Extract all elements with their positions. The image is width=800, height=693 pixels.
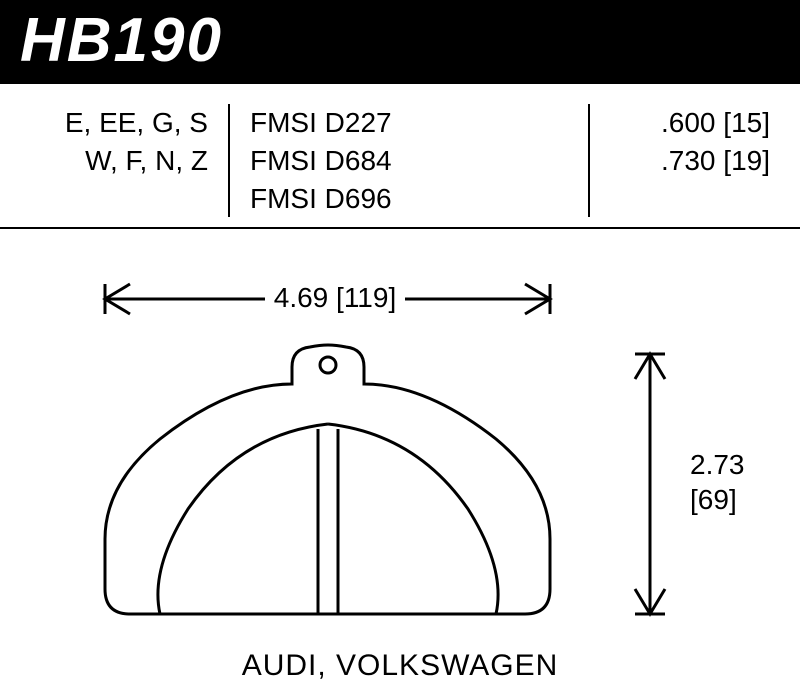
fmsi-0: FMSI D227 xyxy=(250,104,480,142)
compounds-line-1: E, EE, G, S xyxy=(30,104,208,142)
height-dimension: 2.73 [69] xyxy=(635,354,745,614)
brake-pad-shape xyxy=(105,345,550,614)
diagram-area: 4.69 [119] 2.73 [69] xyxy=(0,229,800,639)
mounting-hole-icon xyxy=(320,357,336,373)
fmsi-column: FMSI D227 FMSI D684 FMSI D696 xyxy=(230,104,480,217)
fmsi-2: FMSI D696 xyxy=(250,180,480,218)
spacer-column xyxy=(480,104,590,217)
applications: AUDI, VOLKSWAGEN xyxy=(0,639,800,693)
width-mm: 119 xyxy=(344,282,389,313)
width-in: 4.69 xyxy=(274,282,329,313)
width-label: 4.69 [119] xyxy=(274,282,396,313)
thickness-1-in: .730 xyxy=(661,145,716,176)
thickness-1: .730 [19] xyxy=(610,142,770,180)
thickness-0: .600 [15] xyxy=(610,104,770,142)
thickness-0-in: .600 xyxy=(661,107,716,138)
height-mm-label: [69] xyxy=(690,484,737,515)
header-bar: HB190 xyxy=(0,0,800,84)
specs-row: E, EE, G, S W, F, N, Z FMSI D227 FMSI D6… xyxy=(0,84,800,229)
diagram-svg: 4.69 [119] 2.73 [69] xyxy=(0,229,800,639)
part-number: HB190 xyxy=(20,5,223,76)
thickness-1-mm: 19 xyxy=(731,145,762,176)
compounds-column: E, EE, G, S W, F, N, Z xyxy=(30,104,230,217)
height-mm: 69 xyxy=(698,484,729,515)
height-in: 2.73 xyxy=(690,449,745,480)
thickness-0-mm: 15 xyxy=(731,107,762,138)
fmsi-1: FMSI D684 xyxy=(250,142,480,180)
compounds-line-2: W, F, N, Z xyxy=(30,142,208,180)
width-dimension: 4.69 [119] xyxy=(105,277,550,317)
thickness-column: .600 [15] .730 [19] xyxy=(590,104,770,217)
